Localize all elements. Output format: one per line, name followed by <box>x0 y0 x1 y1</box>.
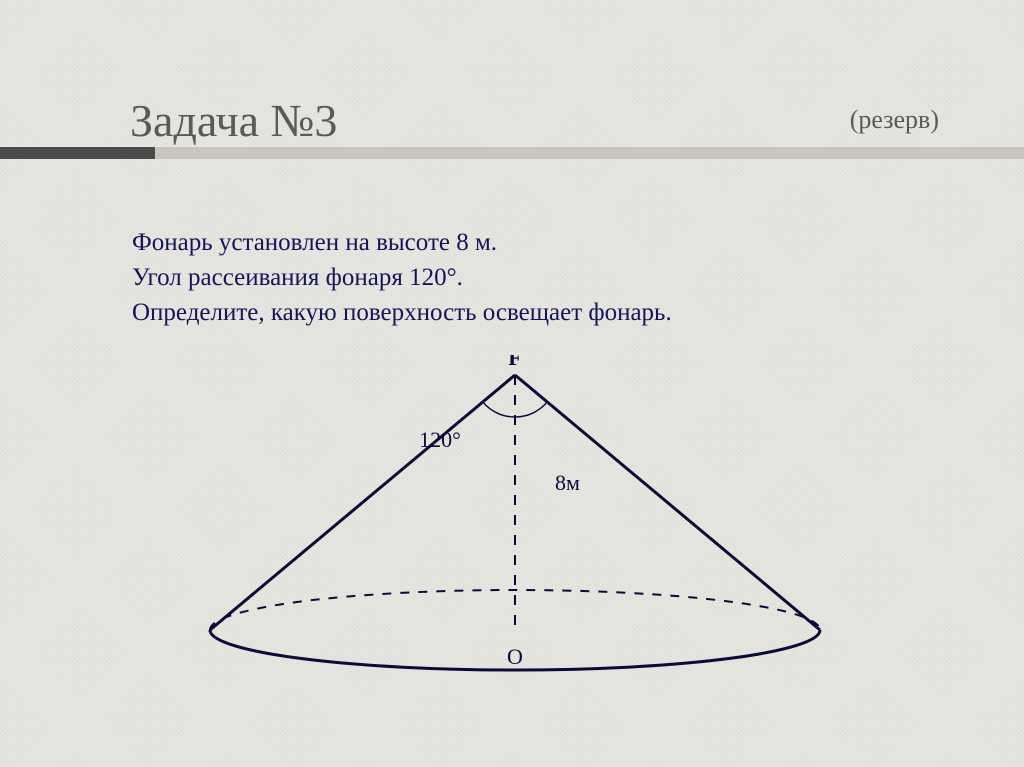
problem-line-3: Определите, какую поверхность освещает ф… <box>132 295 924 330</box>
slide-title: Задача №3 <box>130 94 337 147</box>
angle-label: 120° <box>419 427 461 452</box>
slide-subtitle: (резерв) <box>850 105 939 135</box>
title-bar: Задача №3 (резерв) <box>0 75 1024 165</box>
problem-statement: Фонарь установлен на высоте 8 м. Угол ра… <box>132 225 924 330</box>
apex-label: F <box>508 355 521 370</box>
problem-line-1: Фонарь установлен на высоте 8 м. <box>132 225 924 260</box>
center-label: O <box>507 644 523 669</box>
cone-diagram: F O 120° 8м <box>130 355 900 715</box>
problem-line-2: Угол рассеивания фонаря 120°. <box>132 260 924 295</box>
height-label: 8м <box>555 470 580 495</box>
slant-left <box>210 375 515 630</box>
slant-right <box>515 375 820 630</box>
